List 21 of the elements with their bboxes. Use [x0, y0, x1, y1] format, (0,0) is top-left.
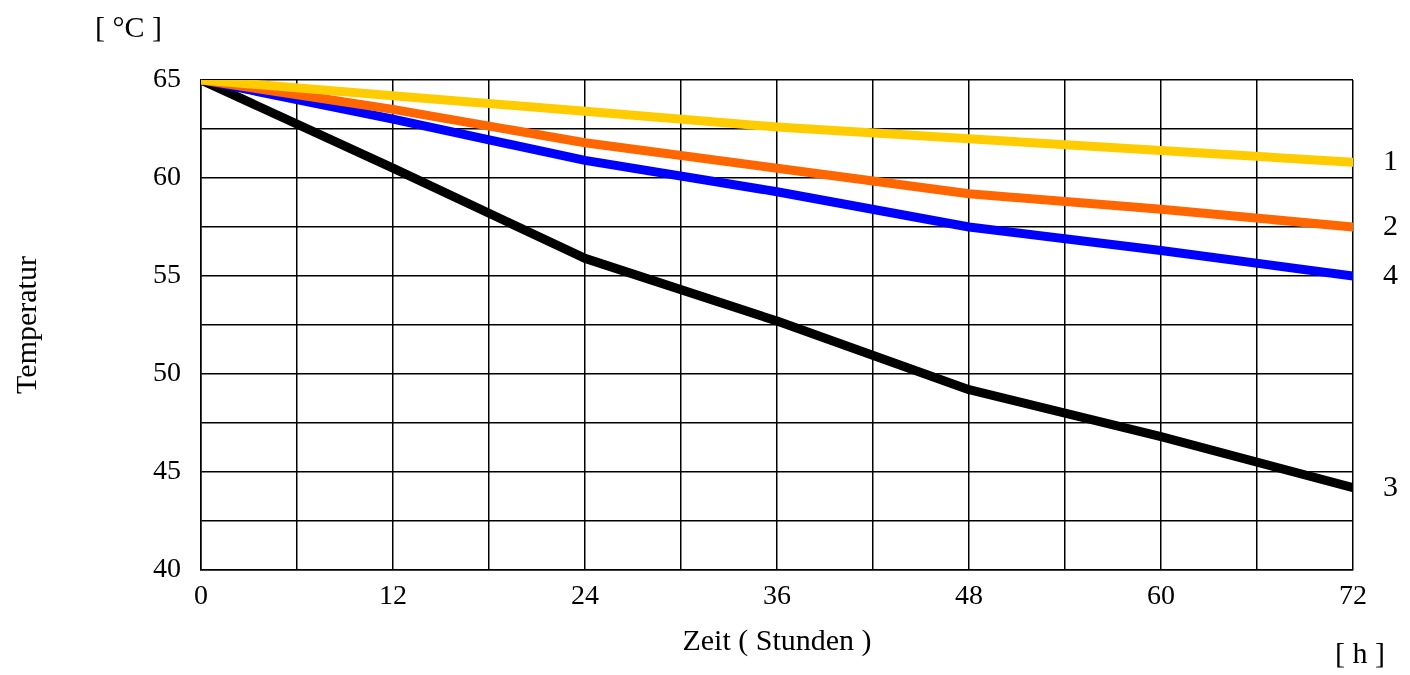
- y-tick-label: 60: [153, 160, 181, 192]
- text: [ °C ]: [95, 10, 162, 44]
- y-tick-label: 40: [153, 552, 181, 584]
- x-tick-label: 60: [1147, 579, 1175, 611]
- x-tick-label: 24: [571, 579, 599, 611]
- series-label: 3: [1383, 468, 1398, 502]
- y-tick-label: 50: [153, 356, 181, 388]
- series-label: 4: [1383, 256, 1398, 290]
- x-tick-label: 0: [194, 579, 208, 611]
- x-tick-label: 48: [955, 579, 983, 611]
- x-axis-title: Zeit ( Stunden ): [682, 622, 872, 657]
- x-tick-label: 12: [379, 579, 407, 611]
- series-label: 1: [1383, 143, 1398, 177]
- x-tick-label: 72: [1339, 579, 1367, 611]
- text: [ h ]: [1335, 636, 1385, 670]
- series-label: 2: [1383, 207, 1398, 241]
- y-tick-label: 45: [153, 454, 181, 486]
- y-axis-title: Temperatur: [8, 256, 42, 394]
- x-tick-label: 36: [763, 579, 791, 611]
- y-tick-label: 55: [153, 258, 181, 290]
- y-tick-label: 65: [153, 62, 181, 94]
